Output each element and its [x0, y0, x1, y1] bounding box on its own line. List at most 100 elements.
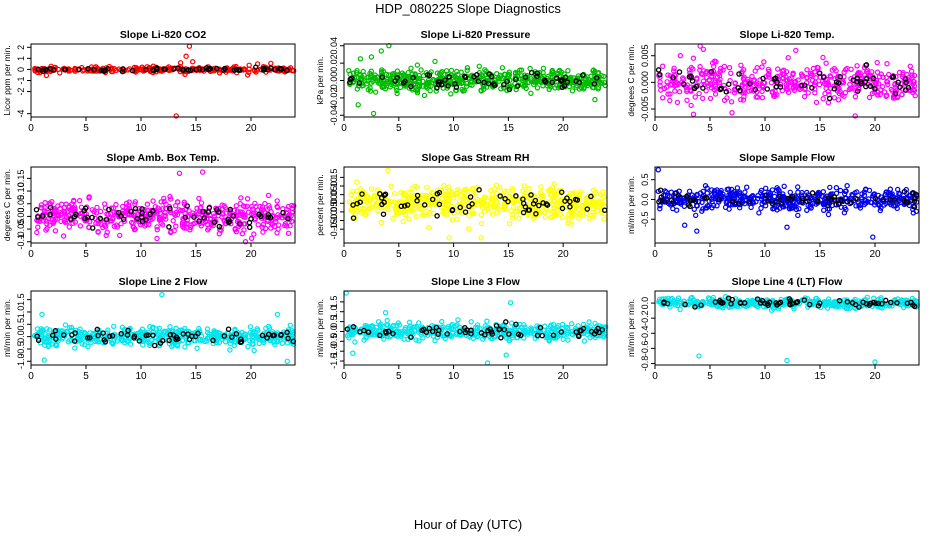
data-point	[250, 206, 256, 212]
data-point	[433, 88, 439, 94]
mean-point	[408, 334, 414, 340]
data-point	[897, 191, 903, 197]
mean-point	[216, 223, 223, 230]
mean-point	[826, 95, 833, 102]
data-point	[565, 337, 571, 343]
data-point	[769, 187, 776, 193]
data-point	[55, 203, 61, 209]
data-point	[179, 207, 186, 214]
data-point	[442, 188, 449, 194]
data-point	[707, 95, 714, 102]
data-point	[346, 67, 352, 74]
data-point	[805, 90, 811, 96]
data-point	[402, 212, 408, 218]
data-point	[600, 193, 607, 200]
data-point	[194, 345, 200, 351]
mean-point	[505, 198, 511, 205]
data-point	[449, 217, 456, 223]
mean-point	[438, 82, 445, 88]
mean-point	[91, 66, 97, 73]
data-point	[904, 71, 910, 78]
x-tick-label: 5	[83, 123, 89, 134]
data-point	[905, 87, 912, 93]
data-point	[774, 207, 780, 213]
mean-point	[193, 66, 199, 73]
data-point	[440, 209, 446, 216]
mean-point	[716, 196, 722, 203]
data-point	[360, 68, 366, 75]
data-point	[187, 224, 194, 231]
data-point	[825, 82, 832, 88]
data-point	[97, 208, 104, 215]
outlier-point	[385, 167, 391, 174]
shared-x-axis-label: Hour of Day (UTC)	[413, 517, 523, 532]
data-point	[172, 202, 179, 209]
mean-point	[53, 336, 59, 342]
data-point	[726, 64, 733, 71]
x-tick-label: 20	[558, 123, 570, 134]
data-point	[421, 210, 428, 216]
data-point	[147, 342, 153, 349]
data-point	[765, 66, 772, 73]
data-point	[118, 220, 124, 227]
data-point	[66, 224, 73, 230]
data-point	[837, 88, 843, 95]
data-point	[593, 189, 599, 195]
data-point	[842, 204, 848, 211]
y-tick-label: -0.8	[640, 356, 650, 372]
data-point	[139, 334, 145, 341]
data-point	[590, 214, 596, 221]
y-tick-label: 0.000	[640, 71, 650, 94]
mean-point	[109, 332, 116, 339]
outlier-point	[242, 238, 249, 245]
data-point	[262, 200, 268, 207]
y-axis-label: Licor ppm per min.	[2, 45, 12, 115]
data-point	[507, 83, 513, 90]
mean-point	[147, 211, 153, 218]
data-point	[510, 212, 516, 218]
data-point	[414, 62, 421, 68]
mean-point	[106, 333, 113, 340]
data-point	[699, 70, 705, 77]
data-point	[664, 79, 670, 85]
data-point	[816, 81, 823, 88]
data-point	[909, 72, 915, 79]
mean-point	[854, 88, 861, 94]
data-point	[468, 319, 474, 325]
data-point	[859, 191, 865, 197]
data-point	[103, 232, 109, 239]
data-point	[900, 304, 907, 311]
mean-point	[838, 197, 844, 204]
y-tick-label: 0.02	[329, 54, 339, 72]
data-point	[831, 95, 838, 101]
mean-point	[526, 207, 533, 213]
panel-title: Slope Gas Stream RH	[422, 152, 530, 164]
data-point	[755, 192, 761, 199]
data-point	[60, 233, 67, 239]
mean-point	[567, 198, 573, 205]
data-point	[516, 215, 522, 221]
data-point	[44, 221, 50, 227]
data-point	[825, 206, 831, 212]
data-point	[880, 74, 886, 81]
mean-point	[434, 213, 440, 219]
x-tick-label: 5	[83, 371, 89, 382]
data-point	[423, 83, 430, 89]
y-axis-label: degrees C per min.	[2, 169, 12, 241]
data-point	[875, 92, 881, 98]
data-point	[501, 206, 507, 213]
data-point	[132, 199, 138, 205]
data-point	[853, 203, 859, 209]
mean-point	[68, 216, 74, 222]
data-point	[35, 224, 41, 230]
y-axis-label: kPa per min.	[315, 57, 325, 105]
mean-point	[544, 202, 551, 208]
data-point	[379, 84, 385, 91]
data-point	[494, 190, 500, 197]
mean-point	[522, 204, 529, 210]
data-point	[388, 183, 394, 189]
data-point	[375, 208, 381, 214]
data-point	[453, 87, 459, 94]
